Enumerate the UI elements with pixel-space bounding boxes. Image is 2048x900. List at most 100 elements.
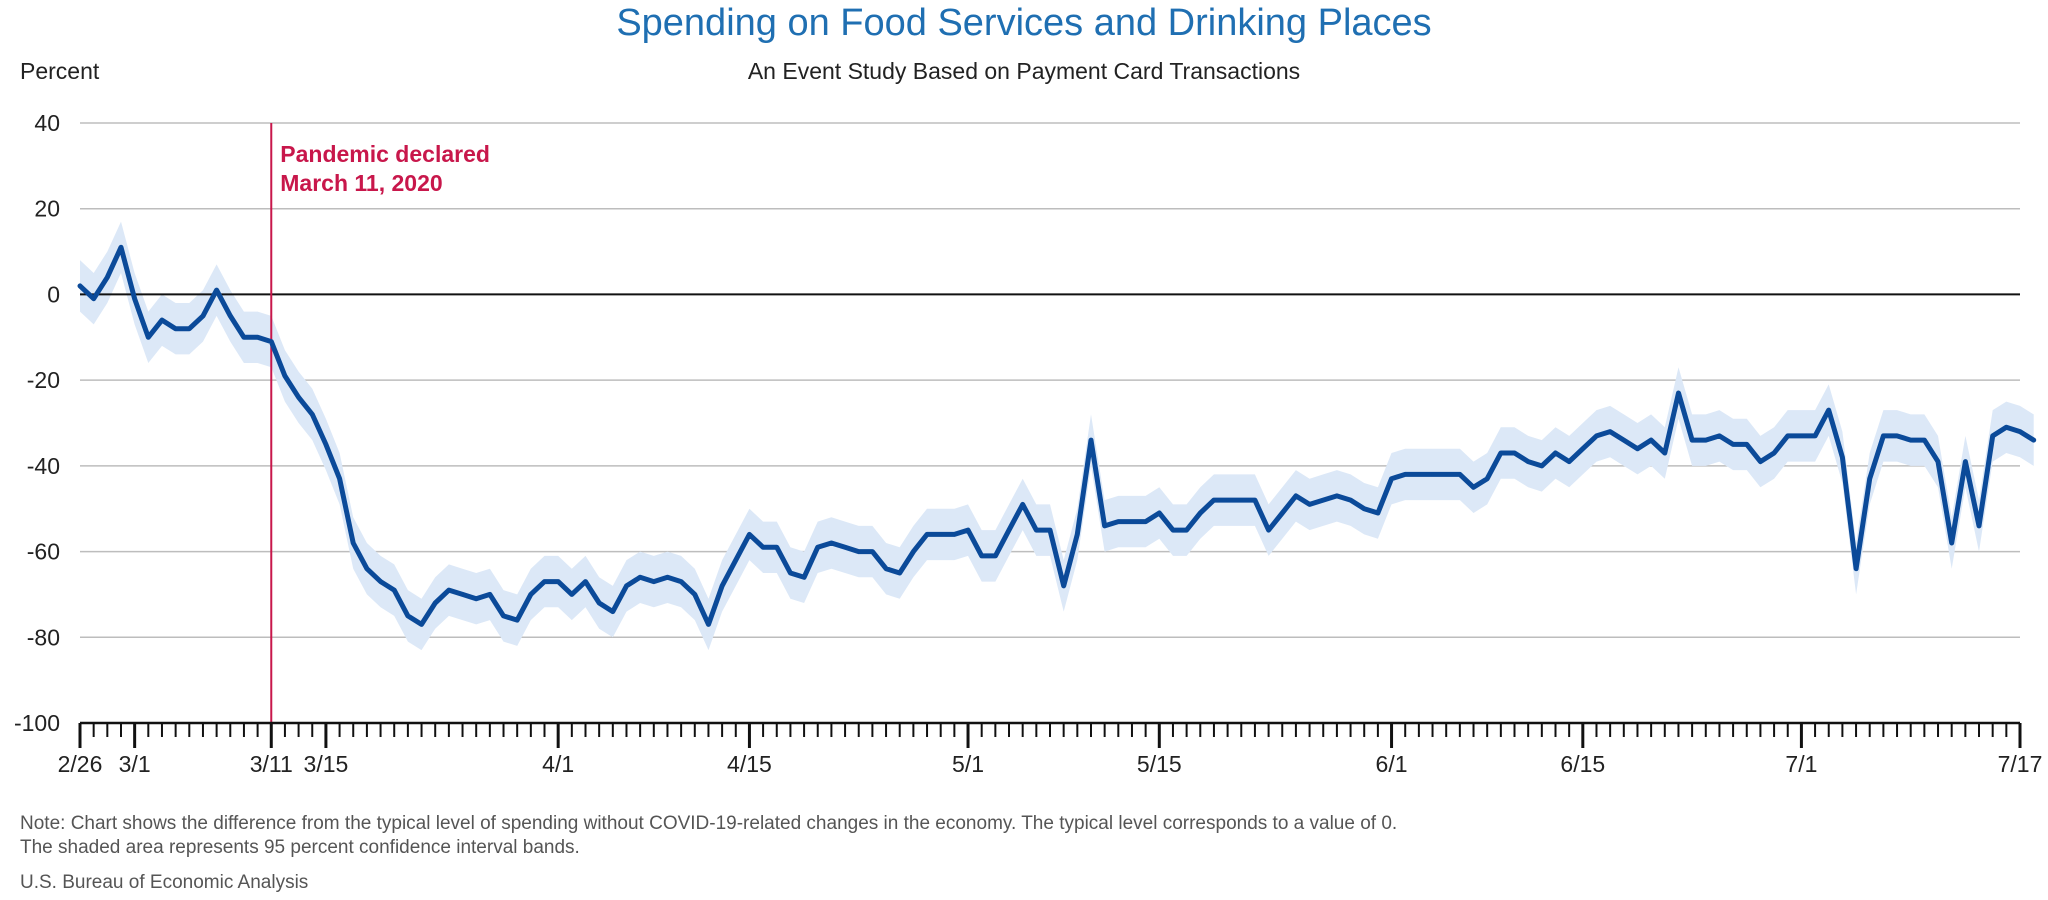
data-point [679,580,683,584]
data-point [734,558,738,562]
data-point [1635,447,1639,451]
data-point [1390,477,1394,481]
data-point [597,601,601,605]
data-point [392,588,396,592]
data-point [884,567,888,571]
annotation-line-1: Pandemic declared [280,141,490,167]
data-point [256,335,260,339]
data-point [925,532,929,536]
data-point [583,580,587,584]
data-point [1157,511,1161,515]
data-point [269,340,273,344]
data-point [1116,520,1120,524]
data-point [379,580,383,584]
data-point [1280,511,1284,515]
data-point [1526,460,1530,464]
x-tick-label: 4/1 [542,751,574,777]
y-tick-label: 0 [47,281,60,307]
data-point [488,592,492,596]
data-point [638,575,642,579]
source-credit: U.S. Bureau of Economic Analysis [20,872,309,893]
data-point [119,245,123,249]
data-point [1444,472,1448,476]
data-point [433,601,437,605]
data-point [1103,524,1107,528]
x-tick-label: 6/1 [1376,751,1408,777]
note-line-1: Note: Chart shows the difference from th… [20,813,1398,834]
data-point [747,532,751,536]
y-tick-labels: 40 20 0 -20 -40 -60 -80 -100 [14,110,60,736]
data-point [283,374,287,378]
data-point [1513,451,1517,455]
x-tick-label: 5/1 [952,751,984,777]
data-point [228,314,232,318]
data-point [1335,494,1339,498]
series-line [77,244,2037,627]
data-point [1868,477,1872,481]
data-point [187,327,191,331]
y-tick-label: 40 [34,110,60,136]
y-tick-label: 20 [34,196,60,222]
data-point [1458,472,1462,476]
data-point [1075,532,1079,536]
data-point [1130,520,1134,524]
data-point [1540,464,1544,468]
data-point [529,592,533,596]
data-point [1048,528,1052,532]
confidence-band-layer [80,221,2034,651]
data-point [624,584,628,588]
data-point [92,297,96,301]
data-point [1909,438,1913,442]
data-point [816,545,820,549]
data-point [2018,430,2022,434]
data-point [706,622,710,626]
data-point [1622,438,1626,442]
data-point [1608,430,1612,434]
data-point [1963,460,1967,464]
data-point [952,532,956,536]
note-line-2: The shaded area represents 95 percent co… [20,837,580,858]
data-point [870,550,874,554]
data-point [1212,498,1216,502]
data-point [1062,584,1066,588]
event-marker: Pandemic declared March 11, 2020 [270,123,490,723]
data-point [1786,434,1790,438]
y-axis-label: Percent [20,58,100,84]
data-point [1663,451,1667,455]
data-point [1239,498,1243,502]
data-point [543,580,547,584]
data-point [242,335,246,339]
data-point [843,545,847,549]
data-point [174,327,178,331]
series-line-layer [77,244,2037,627]
data-point [1021,502,1025,506]
data-point [1813,434,1817,438]
data-point [1294,494,1298,498]
data-point [105,275,109,279]
y-tick-label: -40 [27,453,60,479]
chart-title: Spending on Food Services and Drinking P… [616,2,1432,44]
data-point [515,618,519,622]
data-point [665,575,669,579]
data-point [1034,528,1038,532]
data-point [1198,511,1202,515]
data-point [1403,472,1407,476]
x-tick-label: 2/26 [58,751,103,777]
data-point [1717,434,1721,438]
data-point [1253,498,1257,502]
data-point [406,614,410,618]
data-point [1936,460,1940,464]
data-point [652,580,656,584]
data-point [570,592,574,596]
data-point [447,588,451,592]
data-point [1922,438,1926,442]
data-point [2032,438,2036,442]
chart-plot: Pandemic declared March 11, 2020 40 20 0 -20… [14,110,2042,777]
data-point [1417,472,1421,476]
chart-note: Note: Chart shows the difference from th… [20,812,1397,860]
data-point [1950,541,1954,545]
data-point [1581,447,1585,451]
data-point [1704,438,1708,442]
data-point [1226,498,1230,502]
y-tick-label: -20 [27,367,60,393]
